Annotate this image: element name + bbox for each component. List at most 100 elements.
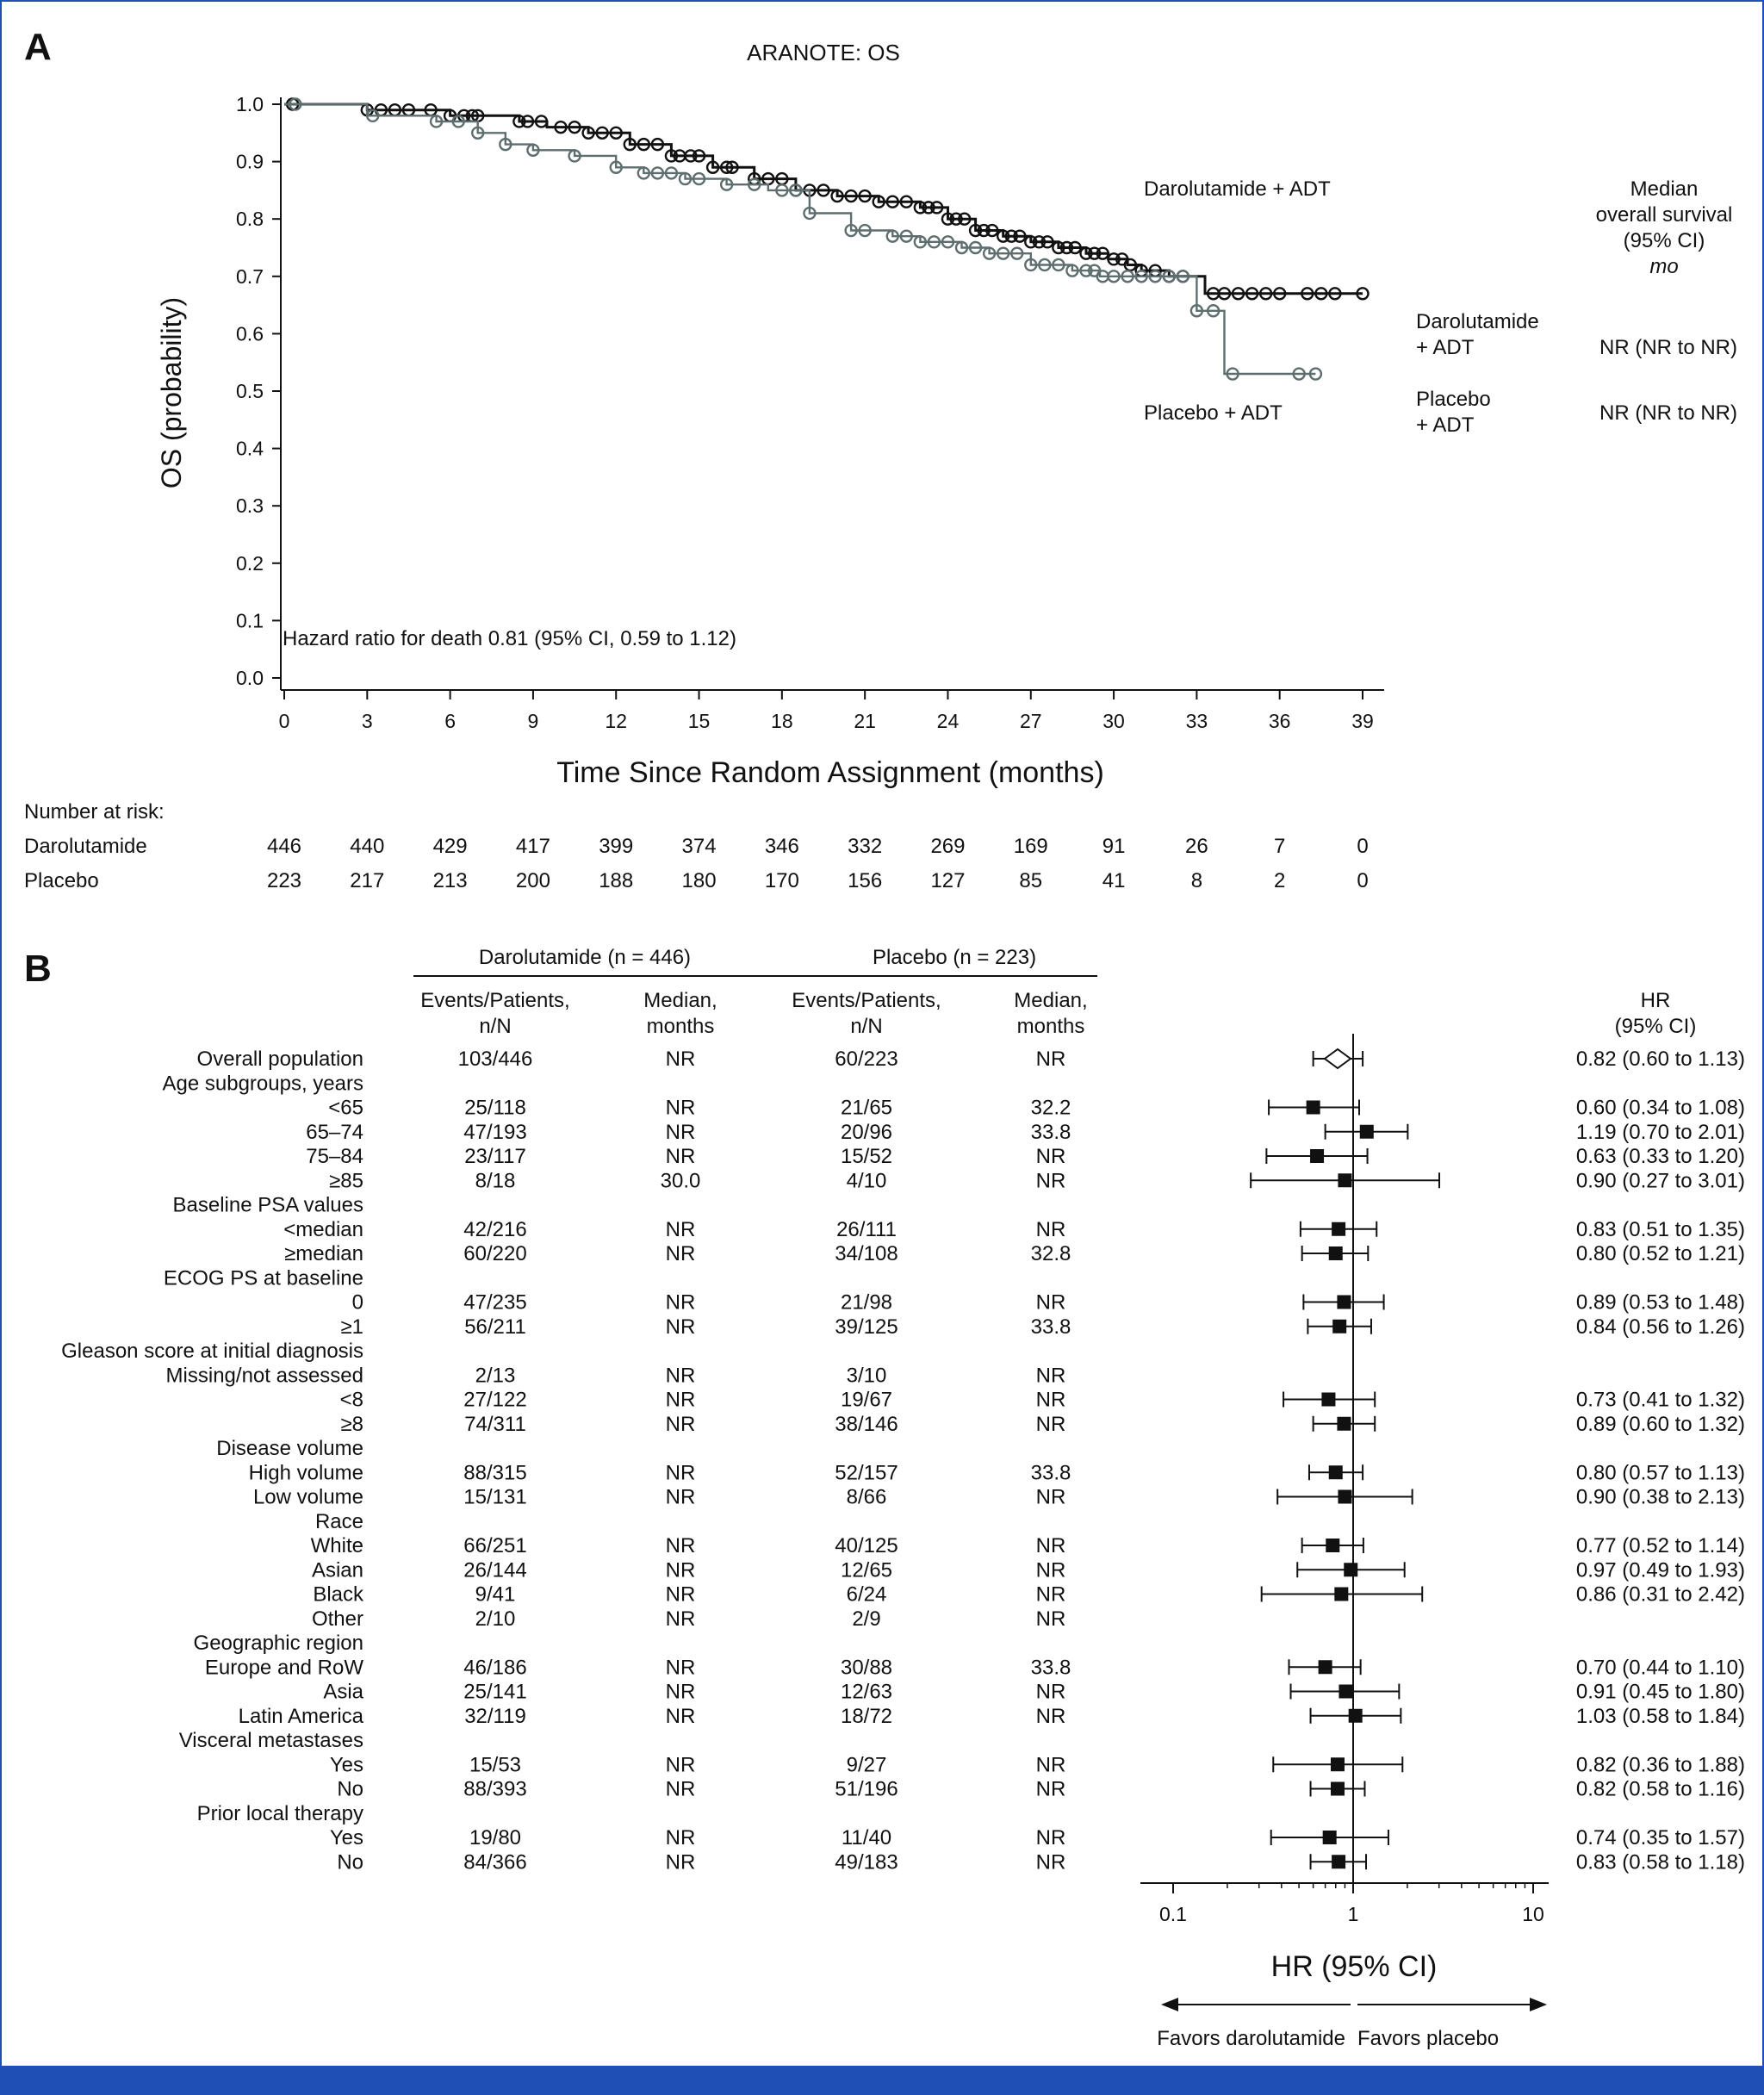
risk-table-title: Number at risk: — [24, 800, 165, 824]
pla-median-cell: NR — [1036, 1534, 1066, 1557]
forest-row-label: Black — [313, 1583, 364, 1607]
km-censor-mark-placebo — [1308, 367, 1323, 381]
forest-point — [1306, 1100, 1320, 1115]
median-value-darolutamide: NR (NR to NR) — [1599, 336, 1737, 359]
km-x-tick-label: 39 — [1351, 710, 1374, 732]
hr-value-cell: 0.91 (0.45 to 1.80) — [1576, 1681, 1745, 1704]
forest-point — [1318, 1660, 1332, 1675]
pla-events-cell: 20/96 — [841, 1121, 892, 1144]
forest-row-label: Yes — [330, 1753, 363, 1776]
forest-x-tick-label: 1 — [1348, 1903, 1359, 1925]
km-censor-mark-darolutamide — [844, 189, 858, 203]
km-censor-mark-darolutamide — [1096, 246, 1109, 260]
hr-value-cell: 0.80 (0.57 to 1.13) — [1576, 1461, 1745, 1484]
forest-point — [1338, 1173, 1352, 1188]
km-censor-mark-placebo — [1024, 258, 1038, 272]
km-y-tick-label: 0.4 — [236, 438, 264, 460]
pla-median-header-2: months — [1017, 1015, 1085, 1038]
dar-events-cell: 32/119 — [464, 1705, 526, 1728]
km-censor-mark-darolutamide — [534, 115, 549, 128]
pla-median-cell: NR — [1036, 1778, 1066, 1801]
km-censor-mark-darolutamide — [554, 120, 568, 134]
forest-point — [1332, 1222, 1346, 1236]
median-value-placebo: NR (NR to NR) — [1599, 401, 1737, 425]
risk-row-label-darolutamide: Darolutamide — [24, 835, 147, 858]
km-censor-mark-darolutamide — [899, 195, 914, 208]
forest-point — [1330, 1757, 1345, 1772]
km-censor-mark-darolutamide — [725, 160, 739, 174]
forest-row-label: Geographic region — [194, 1632, 363, 1655]
km-censor-mark-darolutamide — [1024, 235, 1038, 249]
median-arm-placebo-1: Placebo — [1416, 388, 1491, 411]
pla-median-cell: NR — [1036, 1486, 1066, 1509]
hazard-ratio-text: Hazard ratio for death 0.81 (95% CI, 0.5… — [283, 627, 736, 650]
km-censor-mark-placebo — [664, 166, 679, 180]
dar-median-cell: NR — [666, 1753, 696, 1776]
km-censor-mark-darolutamide — [623, 137, 637, 152]
km-y-tick-label: 0.2 — [236, 552, 264, 575]
dar-events-header-2: n/N — [479, 1015, 511, 1038]
km-censor-mark-darolutamide — [1245, 287, 1259, 301]
pla-group-header: Placebo (n = 223) — [873, 946, 1036, 969]
dar-events-cell: 2/10 — [475, 1607, 516, 1631]
dar-events-cell: 46/186 — [463, 1656, 526, 1679]
pla-median-cell: NR — [1036, 1850, 1066, 1874]
km-censor-mark-placebo — [1107, 270, 1121, 283]
dar-median-cell: NR — [666, 1583, 696, 1607]
km-censor-mark-darolutamide — [977, 223, 991, 238]
km-x-axis-label: Time Since Random Assignment (months) — [556, 756, 1104, 789]
km-y-tick-label: 0.6 — [236, 322, 264, 345]
pla-median-cell: 33.8 — [1031, 1315, 1071, 1339]
hr-value-cell: 1.19 (0.70 to 2.01) — [1576, 1121, 1745, 1144]
pla-median-cell: 33.8 — [1031, 1656, 1071, 1679]
hr-value-cell: 0.97 (0.49 to 1.93) — [1576, 1558, 1745, 1582]
risk-count-darolutamide: 0 — [1357, 835, 1368, 858]
forest-row-label: <8 — [340, 1389, 363, 1412]
km-censor-mark-placebo — [1292, 367, 1306, 381]
forest-row-label: White — [311, 1534, 363, 1557]
km-censor-mark-placebo — [568, 149, 581, 163]
km-censor-mark-placebo — [692, 171, 706, 186]
favors-darolutamide-arrowhead — [1161, 1998, 1178, 2011]
dar-events-cell: 88/393 — [463, 1778, 526, 1801]
dar-median-cell: NR — [666, 1048, 696, 1071]
forest-point — [1339, 1684, 1353, 1699]
forest-row-label: Race — [315, 1510, 363, 1533]
km-y-axis-label: OS (probability) — [156, 297, 187, 488]
dar-events-cell: 47/235 — [463, 1291, 526, 1315]
km-censor-mark-darolutamide — [929, 201, 944, 214]
km-censor-mark-placebo — [451, 115, 465, 128]
forest-point — [1322, 1831, 1337, 1844]
km-x-tick-label: 3 — [362, 710, 373, 732]
forest-row-label: ≥8 — [340, 1413, 363, 1436]
pla-events-cell: 51/196 — [835, 1778, 898, 1801]
forest-point — [1338, 1489, 1352, 1504]
km-censor-mark-placebo — [775, 183, 789, 197]
pla-median-cell: NR — [1036, 1048, 1066, 1071]
forest-row-label: ≥1 — [340, 1315, 363, 1339]
pla-events-cell: 8/66 — [847, 1486, 887, 1509]
pla-events-header-2: n/N — [850, 1015, 882, 1038]
forest-point — [1321, 1392, 1336, 1407]
pla-median-cell: NR — [1036, 1826, 1066, 1849]
hr-value-cell: 0.89 (0.60 to 1.32) — [1576, 1413, 1745, 1436]
forest-row-label: High volume — [249, 1461, 363, 1484]
hr-value-cell: 0.74 (0.35 to 1.57) — [1576, 1826, 1745, 1849]
km-x-tick-label: 12 — [605, 710, 627, 732]
hr-value-cell: 0.82 (0.58 to 1.16) — [1576, 1778, 1745, 1801]
km-censor-mark-darolutamide — [913, 201, 928, 214]
hr-value-cell: 0.77 (0.52 to 1.14) — [1576, 1534, 1745, 1557]
forest-row-label: Visceral metastases — [179, 1729, 363, 1752]
dar-median-cell: NR — [666, 1291, 696, 1315]
dar-events-cell: 47/193 — [463, 1121, 526, 1144]
km-x-tick-label: 15 — [688, 710, 711, 732]
pla-events-cell: 60/223 — [835, 1048, 898, 1071]
median-header-line1: Median — [1630, 177, 1699, 201]
hr-value-cell: 0.82 (0.60 to 1.13) — [1576, 1048, 1745, 1071]
km-censor-mark-darolutamide — [941, 212, 955, 226]
hr-value-cell: 0.90 (0.27 to 3.01) — [1576, 1169, 1745, 1192]
km-censor-mark-placebo — [899, 229, 914, 243]
risk-count-placebo: 85 — [1019, 869, 1042, 892]
dar-median-cell: NR — [666, 1486, 696, 1509]
favors-placebo-label: Favors placebo — [1357, 2027, 1499, 2050]
